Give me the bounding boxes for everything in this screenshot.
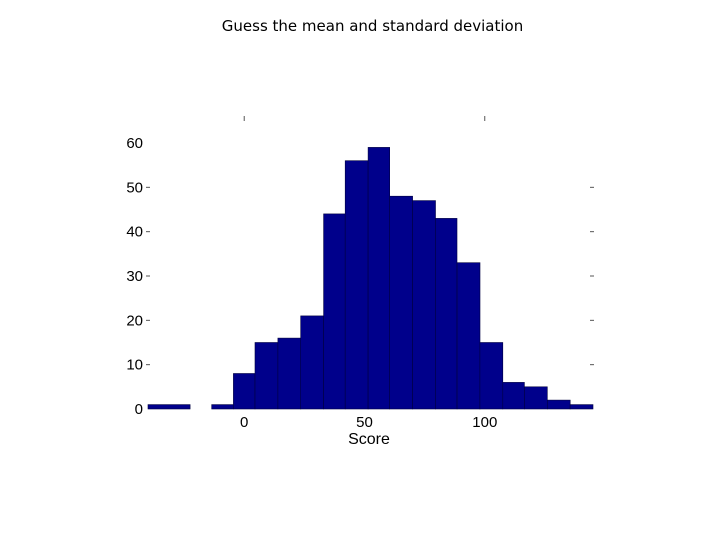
- histogram-bar-17: [569, 404, 594, 410]
- y-tick-label: 60: [126, 135, 143, 152]
- histogram-bars: [147, 147, 594, 410]
- histogram-bar-16: [546, 399, 571, 410]
- histogram-bar-8: [367, 147, 391, 410]
- x-tick-label: 0: [240, 414, 248, 431]
- y-axis-ticks: 0 10 20 30 40 50 60: [126, 135, 150, 418]
- y-tick-label: 0: [135, 401, 143, 418]
- right-tick-marks: [590, 186, 594, 366]
- y-tick-label: 50: [126, 179, 143, 196]
- x-axis-ticks: 0 50 100: [240, 414, 497, 431]
- y-tick-label: 20: [126, 312, 143, 329]
- histogram-bar-9: [389, 195, 413, 410]
- histogram-bar-1: [211, 404, 234, 410]
- histogram-bar-15: [524, 386, 548, 410]
- histogram-bar-10: [412, 200, 436, 410]
- histogram-bar-13: [479, 342, 504, 410]
- histogram-bar-6: [323, 213, 346, 410]
- x-tick-label: 100: [472, 414, 497, 431]
- slide-title: Guess the mean and standard deviation: [221, 17, 524, 35]
- x-axis-label: Score: [348, 431, 390, 448]
- y-tick-label: 40: [126, 224, 143, 241]
- histogram-bar-14: [502, 382, 525, 410]
- x-tick-label: 50: [356, 414, 373, 431]
- top-tick-marks: [243, 116, 486, 121]
- histogram-bar-4: [277, 337, 302, 410]
- histogram-bar-12: [456, 262, 481, 410]
- histogram-bar-5: [300, 315, 324, 410]
- y-tick-label: 30: [126, 268, 143, 285]
- histogram-bar-7: [344, 160, 369, 410]
- histogram-bar-11: [435, 218, 458, 410]
- histogram-bar-0: [147, 404, 191, 410]
- histogram-bar-3: [254, 342, 279, 410]
- y-tick-label: 10: [126, 357, 143, 374]
- histogram-bar-2: [233, 373, 256, 410]
